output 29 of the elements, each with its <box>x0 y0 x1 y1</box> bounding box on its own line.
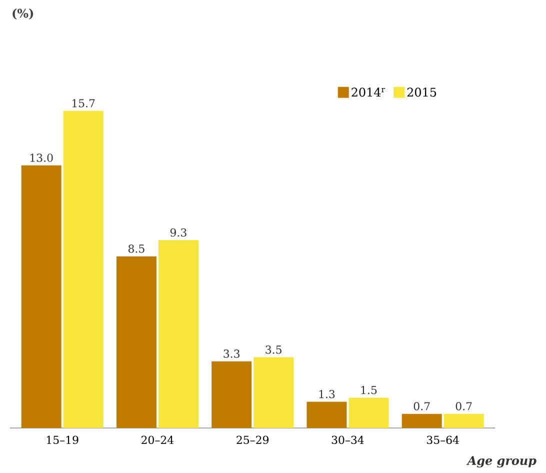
data-label: 15.7 <box>72 99 95 108</box>
legend-label: 2014$^{r}$ <box>352 88 386 97</box>
bar <box>306 402 347 428</box>
data-label: 13.0 <box>30 154 53 162</box>
x-axis-title: Age group <box>466 456 536 468</box>
data-label: 0.7 <box>414 402 430 410</box>
x-tick-label: 25–29 <box>236 436 269 444</box>
bar <box>116 256 156 428</box>
text: (%) <box>12 8 34 20</box>
data-label: 0.7 <box>456 402 472 410</box>
bar <box>402 414 442 428</box>
legend-label: 2015 <box>407 88 436 97</box>
data-label: 3.3 <box>224 350 240 358</box>
bar <box>254 357 294 428</box>
bar <box>348 398 389 428</box>
data-label: 9.3 <box>170 228 186 237</box>
bar <box>63 110 104 428</box>
bar <box>212 361 252 428</box>
data-label: 3.5 <box>266 346 282 354</box>
x-tick-label: 15–19 <box>46 436 78 444</box>
data-label: 8.5 <box>128 244 144 253</box>
x-tick-label: 20–24 <box>142 436 174 444</box>
x-tick-label: 30–34 <box>332 436 364 444</box>
bar <box>21 165 62 428</box>
bar <box>444 414 484 428</box>
data-label: 1.5 <box>361 386 377 394</box>
x-tick-label: 35–64 <box>426 436 459 444</box>
data-label: 1.3 <box>319 390 335 398</box>
bar <box>158 240 198 428</box>
